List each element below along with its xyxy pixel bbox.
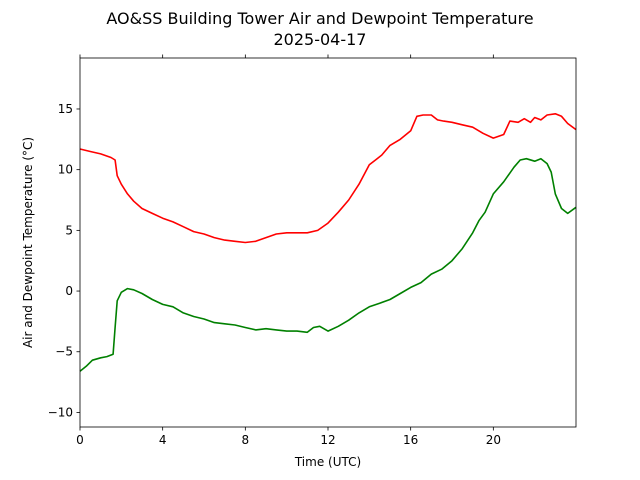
x-tick-label-3: 12 [320,433,335,447]
x-axis-label: Time (UTC) [294,455,361,469]
y-axis-label: Air and Dewpoint Temperature (°C) [21,137,35,348]
y-tick-label-0: −10 [48,405,73,419]
y-tick-label-2: 0 [65,284,73,298]
series-layer [79,113,577,372]
x-tick-label-1: 4 [159,433,167,447]
x-tick-label-5: 20 [486,433,501,447]
series-line-2 [79,157,577,372]
x-tick-label-2: 8 [242,433,250,447]
plot-frame [79,57,577,428]
x-axis: 0 4 8 12 16 20 [76,54,501,447]
y-tick-label-4: 10 [58,163,73,177]
y-tick-label-1: −5 [55,345,73,359]
series-line-1 [79,113,577,244]
y-tick-label-3: 5 [65,223,73,237]
y-tick-label-5: 15 [58,102,73,116]
x-tick-label-4: 16 [403,433,418,447]
y-axis: −10 −5 0 5 10 15 [48,102,80,419]
chart-title: AO&SS Building Tower Air and Dewpoint Te… [106,9,533,28]
chart-subtitle: 2025-04-17 [274,30,367,49]
x-tick-label-0: 0 [76,433,84,447]
